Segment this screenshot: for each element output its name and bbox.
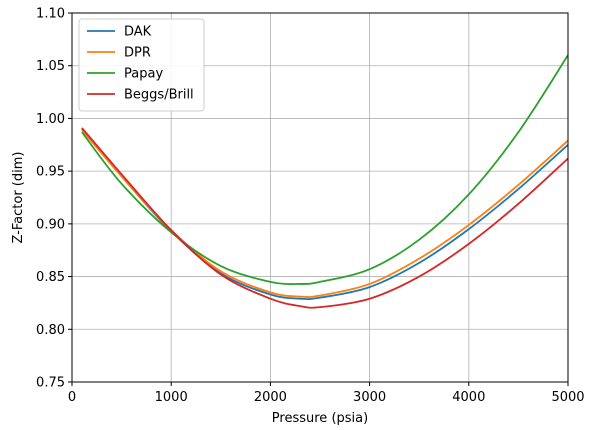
legend-label-beggs-brill: Beggs/Brill xyxy=(124,88,194,103)
legend-label-papay: Papay xyxy=(124,67,163,82)
plot-frame xyxy=(71,12,569,383)
series-line-beggs-brill xyxy=(81,127,569,309)
y-tick-label: 0.85 xyxy=(36,270,65,285)
y-tick-label: 1.05 xyxy=(36,59,65,74)
y-tick-label: 1.00 xyxy=(36,112,65,127)
series-layer xyxy=(81,54,569,309)
legend-label-dak: DAK xyxy=(124,25,152,40)
legend-box xyxy=(78,18,205,112)
x-tick-label: 1000 xyxy=(155,390,188,405)
y-axis-label: Z-Factor (dim) xyxy=(11,152,26,244)
axis-ticks: 0 1000 2000 3000 4000 5000 0.75 0.80 0.85 0.90 0.9… xyxy=(36,7,585,406)
legend-label-dpr: DPR xyxy=(124,46,151,61)
series-line-papay xyxy=(81,54,569,285)
x-tick-label: 2000 xyxy=(254,390,287,405)
y-tick-label: 1.10 xyxy=(36,7,65,22)
y-tick-label: 0.95 xyxy=(36,165,65,180)
x-tick-label: 0 xyxy=(68,390,76,405)
y-tick-label: 0.80 xyxy=(36,323,65,338)
x-tick-label: 5000 xyxy=(551,390,584,405)
x-tick-label: 3000 xyxy=(353,390,386,405)
x-tick-label: 4000 xyxy=(452,390,485,405)
y-tick-label: 0.75 xyxy=(36,376,65,391)
legend: DAK DPR Papay Beggs/Brill xyxy=(78,18,205,112)
y-tick-label: 0.90 xyxy=(36,217,65,232)
x-axis-label: Pressure (psia) xyxy=(272,411,368,426)
